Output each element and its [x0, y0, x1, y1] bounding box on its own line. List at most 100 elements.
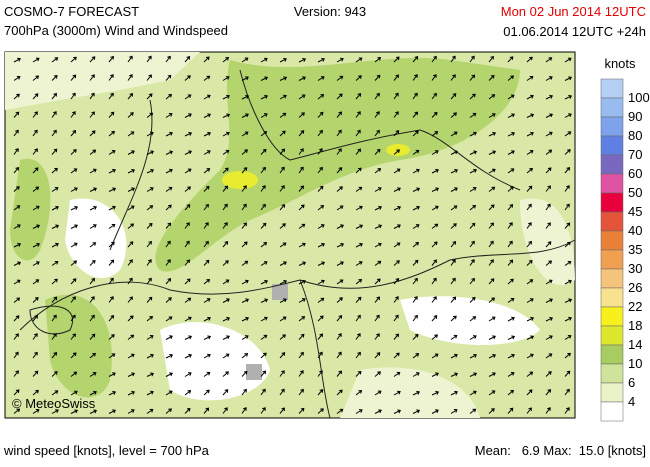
wind-arrow	[545, 353, 553, 359]
legend-label: 100	[628, 90, 650, 105]
wind-arrow	[108, 277, 114, 285]
grey-cell	[272, 284, 288, 300]
wind-arrow	[260, 388, 266, 396]
wind-arrow	[450, 131, 458, 137]
wind-arrow	[317, 315, 324, 322]
wind-arrow	[488, 113, 496, 118]
wind-arrow	[336, 148, 342, 155]
wind-arrow	[374, 371, 381, 377]
wind-arrow	[317, 166, 323, 174]
wind-arrow	[127, 372, 136, 377]
wind-arrow	[545, 131, 553, 137]
legend-label: 6	[628, 375, 635, 390]
wind-arrow	[545, 388, 552, 396]
wind-arrow	[222, 279, 230, 285]
wind-arrow	[32, 296, 39, 303]
wind-arrow	[393, 149, 400, 155]
wind-arrow	[488, 390, 496, 396]
wind-arrow	[412, 92, 418, 100]
wind-arrow	[431, 223, 439, 229]
wind-arrow	[317, 224, 325, 229]
legend-swatch	[600, 173, 624, 194]
wind-arrow	[222, 353, 230, 359]
wind-arrow	[412, 74, 418, 81]
wind-arrow	[450, 372, 459, 377]
wind-arrow	[146, 335, 154, 340]
wind-arrow	[13, 148, 19, 155]
wind-arrow	[412, 409, 421, 414]
wind-arrow	[51, 351, 58, 359]
legend-swatch	[600, 78, 624, 99]
wind-arrow	[507, 168, 515, 174]
wind-arrow	[374, 148, 381, 155]
wind-arrow	[469, 390, 477, 396]
footer-left: wind speed [knots], level = 700 hPa	[3, 443, 210, 458]
wind-arrow	[184, 278, 191, 285]
wind-arrow	[32, 167, 39, 174]
legend-label: 35	[628, 242, 642, 257]
wind-arrow	[260, 113, 268, 118]
field-title: 700hPa (3000m) Wind and Windspeed	[4, 23, 228, 38]
legend-swatch	[600, 306, 624, 327]
wind-arrow	[298, 76, 306, 81]
wind-arrow	[450, 55, 456, 63]
legend-label: 80	[628, 128, 642, 143]
wind-arrow	[431, 259, 437, 266]
wind-arrow	[431, 353, 439, 359]
wind-arrow	[526, 203, 532, 211]
wind-arrow	[70, 111, 76, 118]
wind-arrow	[146, 372, 155, 377]
wind-arrow	[431, 296, 437, 303]
wind-arrow	[355, 186, 363, 192]
wind-arrow	[241, 222, 247, 229]
wind-arrow	[450, 315, 457, 322]
wind-arrow	[545, 57, 553, 63]
wind-arrow	[507, 150, 515, 155]
wind-arrow	[279, 334, 286, 340]
wind-arrow	[13, 279, 21, 285]
wind-arrow	[51, 409, 59, 414]
wind-arrow	[374, 129, 380, 137]
wind-arrow	[317, 242, 326, 248]
wind-arrow	[51, 92, 57, 100]
wind-arrow	[355, 205, 363, 211]
wind-arrow	[184, 56, 191, 63]
wind-arrow	[431, 409, 439, 414]
legend-label: 60	[628, 166, 642, 181]
wind-arrow	[89, 372, 97, 377]
wind-arrow	[89, 111, 95, 118]
wind-arrow	[507, 297, 515, 303]
wind-arrow	[488, 94, 496, 100]
wind-arrow	[89, 242, 97, 248]
wind-arrow	[355, 57, 363, 63]
grey-cell	[246, 364, 262, 380]
wind-arrow	[507, 94, 515, 100]
wind-arrow	[70, 242, 78, 248]
legend-label: 40	[628, 223, 642, 238]
legend-swatch	[600, 287, 624, 308]
wind-arrow	[127, 223, 135, 229]
wind-arrow	[89, 92, 95, 100]
wind-arrow	[412, 205, 420, 211]
wind-arrow	[13, 186, 20, 192]
wind-arrow	[450, 74, 456, 81]
wind-arrow	[279, 407, 285, 414]
wind-arrow	[203, 150, 211, 155]
legend-label: 10	[628, 356, 642, 371]
wind-arrow	[317, 76, 325, 81]
wind-arrow	[89, 224, 97, 229]
wind-arrow	[412, 353, 420, 359]
version: Version: 943	[294, 4, 366, 19]
wind-arrow	[545, 203, 551, 211]
wind-arrow	[32, 129, 38, 137]
wind-arrow	[355, 167, 362, 174]
wind-arrow	[241, 131, 249, 137]
wind-arrow	[431, 92, 437, 100]
legend-swatch	[600, 230, 624, 251]
wind-arrow	[108, 241, 115, 248]
wind-arrow	[412, 149, 420, 155]
wind-arrow	[108, 187, 117, 192]
wind-arrow	[51, 314, 57, 322]
wind-arrow	[89, 259, 96, 266]
